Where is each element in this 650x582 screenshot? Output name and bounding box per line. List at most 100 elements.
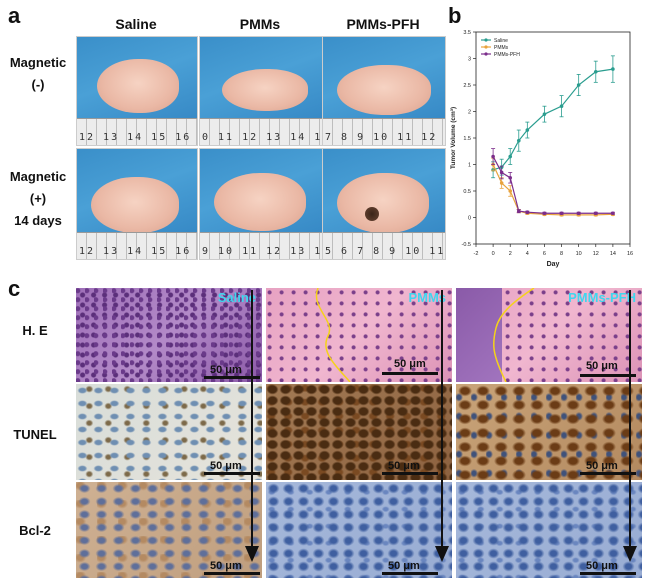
y-tick-label: 3.5 <box>463 30 471 36</box>
scale-bar <box>204 472 260 475</box>
data-point <box>499 181 504 185</box>
trend-arrow-saline <box>251 290 253 548</box>
panel-label-a: a <box>8 3 21 28</box>
mouse-body <box>337 173 429 233</box>
mouse-photo-pmms-magnetic-on: 9 10 11 12 13 14 15 16 17 18 <box>199 148 323 260</box>
data-point <box>508 175 513 180</box>
mouse-photo-pmms-magnetic-off: 0 11 12 13 14 15 16 17 18 19 20 <box>199 36 323 146</box>
histology-he-pmms: PMMs 50 μm <box>266 288 452 382</box>
plot-frame <box>475 31 631 245</box>
y-tick-label: 1.5 <box>463 136 471 142</box>
ruler: 12 13 14 15 16 17 18 19 20 <box>77 118 197 145</box>
data-point <box>576 211 581 216</box>
arrow-down-icon <box>435 546 449 562</box>
row-label-line: Magnetic <box>9 55 67 70</box>
data-point <box>491 154 495 159</box>
x-tick-label: 0 <box>492 251 495 257</box>
chart-series <box>491 55 615 217</box>
tile-tag-pmms: PMMs <box>408 290 446 305</box>
chart-axes: -2 0 2 4 6 8 10 12 14 16 -0.5 0 0.5 1 1.5 2 2.5 3 3.5 Day Tu… <box>450 30 633 268</box>
scale-bar-label: 50 μm <box>586 360 618 372</box>
row-label-line: (+) <box>29 191 47 206</box>
histology-bcl2-pmms-pfh: 50 μm <box>456 482 642 578</box>
scale-bar <box>580 472 636 475</box>
data-point <box>559 211 564 216</box>
tumor-volume-chart: -2 0 2 4 6 8 10 12 14 16 -0.5 0 0.5 1 1.5 2 2.5 3 3.5 Day Tu… <box>450 30 633 268</box>
histology-tunel-pmms: 50 μm <box>266 384 452 480</box>
ruler: 7 8 9 10 11 12 13 14 15 <box>323 118 445 145</box>
legend-label: Saline <box>494 38 508 44</box>
data-point <box>593 211 598 216</box>
scale-bar <box>382 572 438 575</box>
y-axis-label: Tumor Volume (cm³) <box>450 107 457 169</box>
tumor-scar <box>365 207 379 221</box>
y-tick-label: -0.5 <box>462 242 471 248</box>
scale-bar <box>382 372 438 375</box>
scale-bar-label: 50 μm <box>394 358 426 370</box>
histology-tunel-pmms-pfh: 50 μm <box>456 384 642 480</box>
scale-bar <box>580 572 636 575</box>
legend-label: PMMs-PFH <box>494 52 520 58</box>
scale-bar-label: 50 μm <box>586 460 618 472</box>
scale-bar-label: 50 μm <box>388 560 420 572</box>
x-tick-label: 4 <box>526 251 529 257</box>
data-point <box>508 154 513 159</box>
y-tick-label: 0.5 <box>463 189 471 195</box>
data-point <box>542 211 547 216</box>
column-label-pmms: PMMs <box>239 16 281 32</box>
row-label-line: Magnetic <box>9 169 67 184</box>
row-label-he: H. E <box>22 323 48 338</box>
x-tick-label: 14 <box>610 251 616 257</box>
scale-bar <box>204 572 260 575</box>
legend-label: PMMs <box>494 45 509 51</box>
ruler: 0 11 12 13 14 15 16 17 18 19 20 <box>200 118 322 145</box>
histology-he-pmms-pfh: PMMs-PFH 50 μm <box>456 288 642 382</box>
x-tick-label: 6 <box>543 251 546 257</box>
x-tick-label: 8 <box>560 251 563 257</box>
data-point <box>611 211 615 216</box>
data-point <box>611 67 615 71</box>
data-point <box>525 210 530 214</box>
scale-bar-label: 50 μm <box>210 560 242 572</box>
mouse-photo-saline-magnetic-off: 12 13 14 15 16 17 18 19 20 <box>76 36 198 146</box>
row-label-bcl2: Bcl-2 <box>19 523 51 538</box>
series-line-2 <box>492 156 613 214</box>
mouse-body <box>222 69 308 111</box>
y-tick-label: 2.5 <box>463 83 471 89</box>
data-point <box>542 112 547 116</box>
scale-bar-label: 50 μm <box>210 364 242 376</box>
scale-bar-label: 50 μm <box>210 460 242 472</box>
panel-label-c: c <box>8 276 21 301</box>
panel-label-b: b <box>448 3 462 28</box>
row-label-magnetic-off: Magnetic (-) <box>0 52 76 96</box>
data-point <box>593 69 598 74</box>
necrosis-boundary-line <box>492 288 535 382</box>
mouse-body <box>337 65 431 115</box>
tile-tag-pmms-pfh: PMMs-PFH <box>568 290 636 305</box>
trend-arrow-pmms-pfh <box>629 290 631 548</box>
x-tick-label: 10 <box>576 251 582 257</box>
y-tick-label: 0 <box>468 216 471 222</box>
ruler: 9 10 11 12 13 14 15 16 17 18 <box>200 232 322 259</box>
x-tick-label: 12 <box>593 251 599 257</box>
data-point <box>516 138 521 143</box>
series-line-1 <box>492 164 613 216</box>
arrow-down-icon <box>623 546 637 562</box>
mouse-body <box>214 173 306 231</box>
legend-marker <box>484 45 488 49</box>
row-label-line: 14 days <box>14 213 62 228</box>
legend-marker <box>484 38 488 42</box>
x-axis-label: Day <box>547 261 560 268</box>
legend-marker <box>484 52 488 56</box>
data-point <box>525 128 530 132</box>
data-point <box>508 189 513 193</box>
mouse-photo-pmms-pfh-magnetic-off: 7 8 9 10 11 12 13 14 15 <box>322 36 446 146</box>
trend-arrow-pmms <box>441 290 443 548</box>
necrosis-boundary-line <box>315 288 351 382</box>
y-tick-label: 2 <box>468 110 471 116</box>
x-tick-label: -2 <box>474 251 479 257</box>
column-label-pmms-pfh: PMMs-PFH <box>346 16 420 32</box>
row-label-line: (-) <box>31 77 45 92</box>
x-tick-label: 16 <box>627 251 633 257</box>
